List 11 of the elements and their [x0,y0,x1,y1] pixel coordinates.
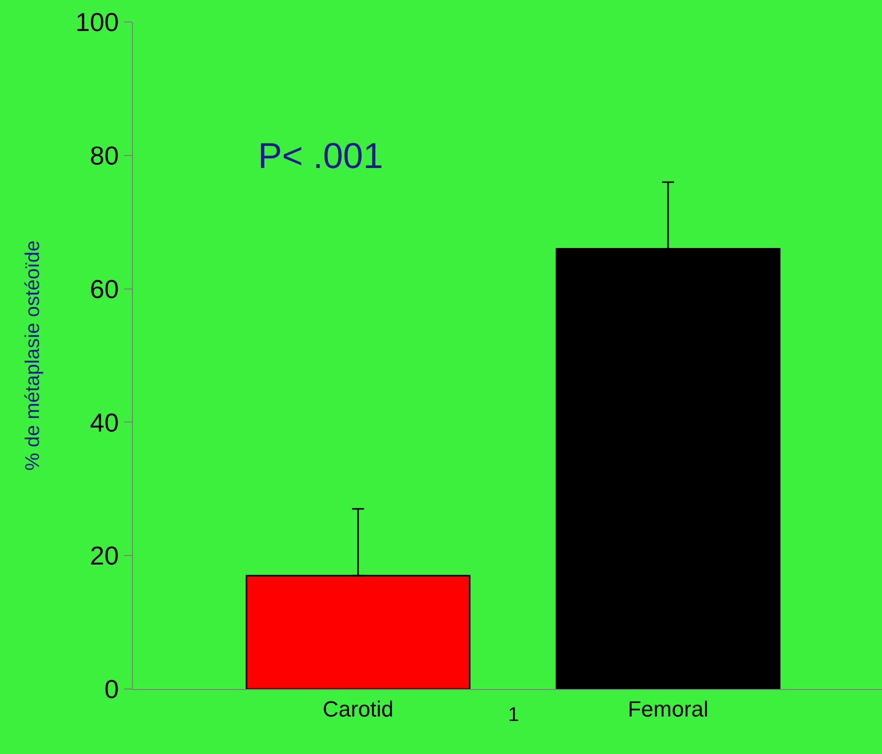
x-tick-label: Femoral [628,696,708,722]
annotation: P< .001 [258,135,384,176]
y-axis-title: % de métaplasie ostéoïde [22,240,44,471]
y-tick-label: 20 [90,540,119,571]
y-tick-label: 60 [90,274,119,304]
y-tick-label: 40 [90,407,119,438]
y-tick-label: 0 [104,674,119,704]
y-tick-label: 80 [90,140,119,170]
x-tick-label: Carotid [322,696,394,722]
text: 1 [508,704,520,726]
y-tick-label: 100 [75,7,119,38]
